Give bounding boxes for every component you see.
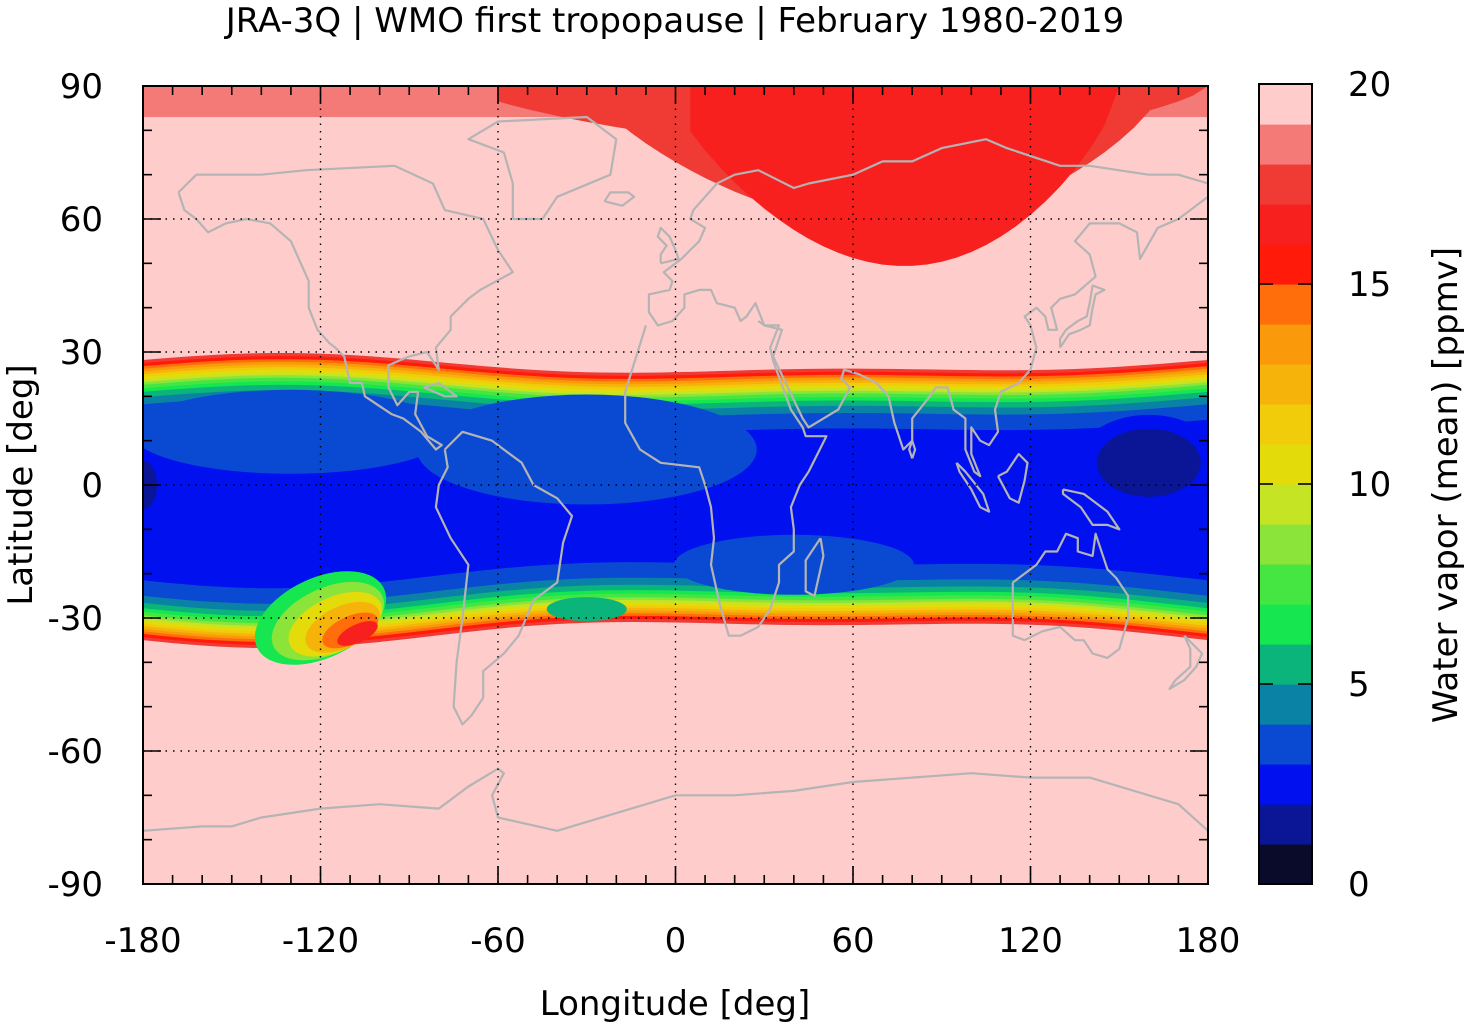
coastline-australia [1011, 532, 1130, 659]
coastline-iceland [603, 191, 636, 207]
grid-lines [143, 86, 1208, 884]
axis-ticks [142, 85, 1209, 885]
x-tick-label: 120 [998, 921, 1063, 961]
moist-tongue [337, 621, 378, 646]
south-atlantic-zone [546, 597, 627, 622]
colorbar-ticks [1259, 83, 1312, 885]
coastline-sumatra [955, 462, 991, 513]
west-pacific-low [1096, 428, 1201, 497]
field-features [143, 389, 1208, 665]
colorbar-tick-labels: 0 5 10 15 20 [1348, 65, 1391, 905]
colorbar-swatch [1259, 564, 1312, 605]
colorbar-swatch [1259, 364, 1312, 405]
colorbar-swatch [1259, 644, 1312, 685]
coastline-sri-lanka [908, 439, 917, 459]
coastline-japan [1059, 284, 1106, 349]
colorbar-swatch [1259, 764, 1312, 805]
x-axis-label: Longitude [deg] [540, 984, 811, 1024]
coastlines [143, 115, 1208, 832]
colorbar-tick-label: 10 [1348, 465, 1391, 505]
colorbar-swatch [1259, 404, 1312, 445]
coastline-eurasia-africa [624, 138, 1208, 637]
indian-ocean-zone [673, 534, 914, 595]
coastline-north-america [177, 164, 514, 451]
colorbar [1259, 84, 1312, 885]
colorbar-swatch [1259, 444, 1312, 485]
y-tick-label: 60 [60, 200, 103, 240]
y-tick-label: -60 [47, 732, 103, 772]
x-tick-label: 60 [831, 921, 874, 961]
y-tick-label: -30 [47, 599, 103, 639]
colorbar-swatch [1259, 244, 1312, 285]
colorbar-tick-label: 5 [1348, 665, 1370, 705]
y-tick-label: 90 [60, 67, 103, 107]
colorbar-swatch [1259, 84, 1312, 125]
chart-title: JRA-3Q | WMO first tropopause | February… [224, 1, 1125, 41]
y-axis-label: Latitude [deg] [1, 364, 41, 605]
colorbar-tick-label: 15 [1348, 265, 1391, 305]
colorbar-swatch [1259, 844, 1312, 885]
coastline-britain [656, 226, 680, 265]
colorbar-swatch [1259, 804, 1312, 845]
coastline-antarctica [143, 767, 1208, 832]
colorbar-label: Water vapor (mean) [ppmv] [1426, 247, 1466, 723]
colorbar-swatch [1259, 124, 1312, 165]
y-tick-label: 0 [81, 466, 103, 506]
x-tick-label: -60 [470, 921, 526, 961]
y-tick-label: -90 [47, 865, 103, 905]
coastline-new-zealand [1168, 634, 1204, 690]
coastline-madagascar [804, 537, 825, 597]
coastline-greenland [467, 115, 618, 221]
x-tick-label: -120 [282, 921, 359, 961]
x-tick-label: -180 [104, 921, 181, 961]
colorbar-swatch [1259, 724, 1312, 765]
colorbar-swatch [1259, 684, 1312, 725]
colorbar-swatch [1259, 204, 1312, 245]
central-pacific-zone [143, 389, 451, 474]
y-tick-labels: -90 -60 -30 0 30 60 90 [47, 67, 103, 905]
y-tick-label: 30 [60, 333, 103, 373]
colorbar-swatch [1259, 164, 1312, 205]
coastline-borneo [997, 452, 1029, 504]
colorbar-tick-label: 0 [1348, 865, 1370, 905]
arctic-core [779, 86, 1046, 242]
plot-area [143, 86, 1208, 884]
x-tick-labels: -180 -120 -60 0 60 120 180 [104, 921, 1240, 961]
atlantic-zone [416, 394, 757, 505]
colorbar-swatch [1259, 284, 1312, 325]
coastline-new-guinea [1061, 488, 1121, 531]
colorbar-swatch [1259, 604, 1312, 645]
colorbar-swatch [1259, 524, 1312, 565]
colorbar-tick-label: 20 [1348, 65, 1391, 105]
coastline-cuba [423, 381, 458, 398]
colorbar-swatch [1259, 484, 1312, 525]
colorbar-swatch [1259, 324, 1312, 365]
x-tick-label: 0 [665, 921, 687, 961]
x-tick-label: 180 [1176, 921, 1241, 961]
